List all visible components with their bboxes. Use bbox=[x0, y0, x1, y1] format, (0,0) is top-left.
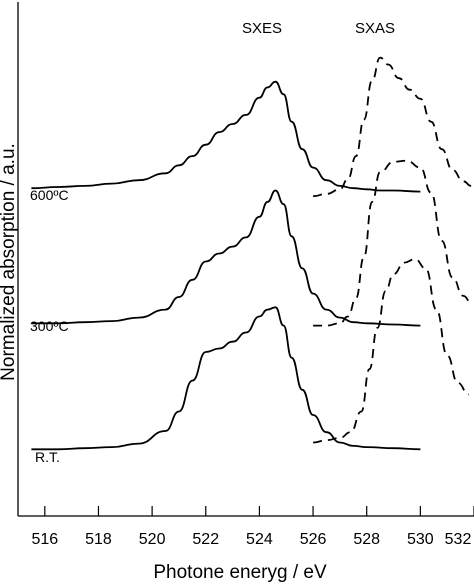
x-tick-label: 530 bbox=[407, 531, 434, 548]
x-tick-label: 526 bbox=[300, 531, 327, 548]
plot-frame bbox=[17, 2, 474, 517]
series-layer bbox=[31, 56, 472, 451]
curve-label-rt: R.T. bbox=[35, 449, 60, 465]
series-line-3 bbox=[313, 56, 472, 198]
x-tick-label: 528 bbox=[353, 531, 380, 548]
x-axis-label: Photone eneryg / eV bbox=[153, 562, 327, 583]
x-tick-label: 518 bbox=[85, 531, 112, 548]
x-axis-ticks: 516 518 520 522 524 526 528 530 532 bbox=[31, 506, 474, 548]
x-tick-label: 522 bbox=[192, 531, 219, 548]
series-line-4 bbox=[313, 159, 472, 327]
annotation-sxes: SXES bbox=[242, 20, 282, 37]
curve-label-300c: 300ºC bbox=[30, 318, 69, 334]
series-line-0 bbox=[31, 80, 421, 193]
curve-label-600c: 600ºC bbox=[30, 187, 69, 203]
series-line-5 bbox=[313, 258, 469, 444]
x-tick-label: 524 bbox=[246, 531, 273, 548]
series-line-1 bbox=[31, 189, 421, 327]
annotation-sxas: SXAS bbox=[355, 20, 395, 37]
x-tick-label: 532 bbox=[445, 531, 472, 548]
y-axis-label: Normalized absorption / a.u. bbox=[0, 143, 19, 381]
x-tick-label: 520 bbox=[139, 531, 166, 548]
x-tick-label: 516 bbox=[31, 531, 58, 548]
series-line-2 bbox=[31, 306, 421, 451]
